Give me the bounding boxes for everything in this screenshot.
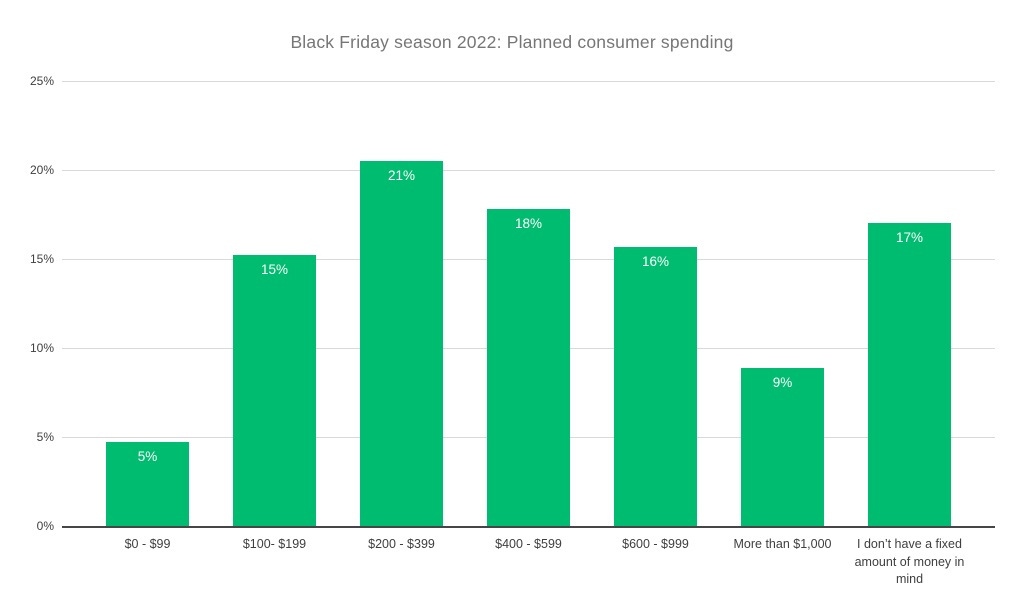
bar-value-label: 18% xyxy=(514,216,542,232)
y-tick-label: 5% xyxy=(36,430,54,444)
bar-value-label: 21% xyxy=(387,168,415,184)
bar: 15% xyxy=(233,255,316,526)
bar-value-label: 9% xyxy=(772,374,793,390)
plot-area: 5% 15% 21% 18% 16% 9% 17% xyxy=(62,81,995,528)
gridline xyxy=(62,170,995,171)
chart-title: Black Friday season 2022: Planned consum… xyxy=(290,32,734,52)
x-category-label: $0 - $99 xyxy=(124,537,171,551)
bar: 9% xyxy=(741,367,824,526)
y-tick-label: 25% xyxy=(29,74,54,88)
x-category-label: $200 - $399 xyxy=(368,537,435,551)
bar-slot: 15% xyxy=(211,81,338,526)
bar-slot: 21% xyxy=(338,81,465,526)
y-tick-label: 20% xyxy=(29,163,54,177)
bar: 17% xyxy=(868,223,951,526)
bar: 16% xyxy=(614,246,697,526)
x-category-label: $400 - $599 xyxy=(495,537,562,551)
bar-slot: 9% xyxy=(719,81,846,526)
bar-slot: 16% xyxy=(592,81,719,526)
bar-slot: 5% xyxy=(84,81,211,526)
x-category-label: I don’t have a fixed amount of money in … xyxy=(854,537,965,586)
bar: 5% xyxy=(106,442,189,526)
y-tick-label: 0% xyxy=(36,519,54,533)
bar-slot: 18% xyxy=(465,81,592,526)
bar-value-label: 15% xyxy=(260,262,288,278)
y-tick-label: 10% xyxy=(29,341,54,355)
bar-slot: 17% xyxy=(846,81,973,526)
bars-container: 5% 15% 21% 18% 16% 9% 17% xyxy=(62,81,995,526)
bar-value-label: 17% xyxy=(895,230,923,246)
bar-value-label: 5% xyxy=(137,449,158,465)
bar: 18% xyxy=(487,209,570,526)
gridline xyxy=(62,81,995,82)
y-tick-label: 15% xyxy=(29,252,54,266)
x-category-label: $100- $199 xyxy=(242,537,307,551)
bar-value-label: 16% xyxy=(641,253,669,269)
x-category-label: More than $1,000 xyxy=(733,537,832,551)
bar: 21% xyxy=(360,161,443,526)
y-axis: 0% 5% 10% 15% 20% 25% xyxy=(0,74,54,533)
x-category-label: $600 - $999 xyxy=(622,537,689,551)
x-axis-labels: $0 - $99 $100- $199 $200 - $399 $400 - $599… xyxy=(62,536,995,589)
